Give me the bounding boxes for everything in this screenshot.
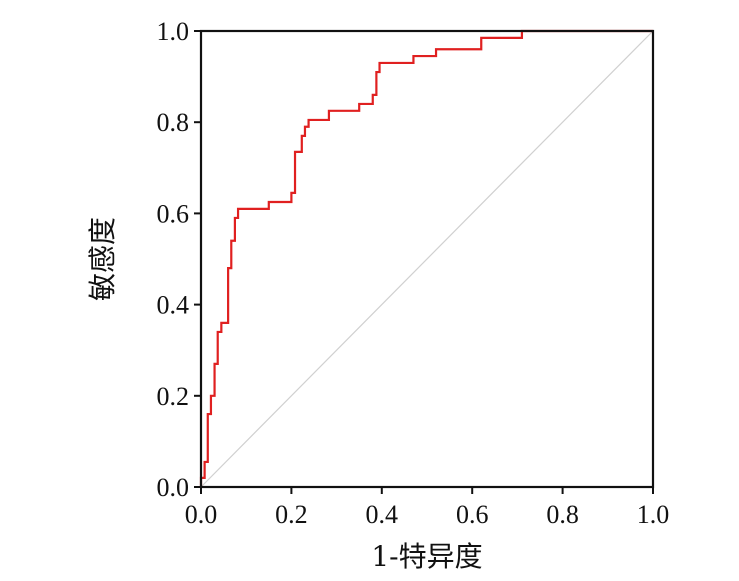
plot-frame (199, 29, 655, 489)
y-tick-label: 0.6 (157, 199, 190, 228)
y-tick-label: 0.2 (157, 382, 190, 411)
x-tick-label: 0.0 (185, 500, 218, 529)
roc-curve (199, 29, 653, 487)
x-tick-label: 0.2 (275, 500, 308, 529)
y-tick-label: 1.0 (157, 17, 190, 46)
x-tick-label: 0.4 (366, 500, 399, 529)
y-tick-label: 0.0 (157, 473, 190, 502)
y-tick-label: 0.4 (157, 291, 190, 320)
x-axis-title: 1-特异度 (371, 540, 482, 573)
y-axis: 0.0 0.2 0.4 0.6 0.8 1.0 (157, 17, 201, 502)
series-layer (199, 29, 654, 488)
x-tick-label: 0.8 (546, 500, 579, 529)
y-tick-label: 0.8 (157, 108, 190, 137)
y-axis-title: 敏感度 (86, 217, 119, 301)
x-axis: 0.0 0.2 0.4 0.6 0.8 1.0 (185, 487, 670, 529)
x-tick-label: 1.0 (637, 500, 670, 529)
reference-diagonal (200, 30, 654, 488)
x-tick-label: 0.6 (456, 500, 489, 529)
